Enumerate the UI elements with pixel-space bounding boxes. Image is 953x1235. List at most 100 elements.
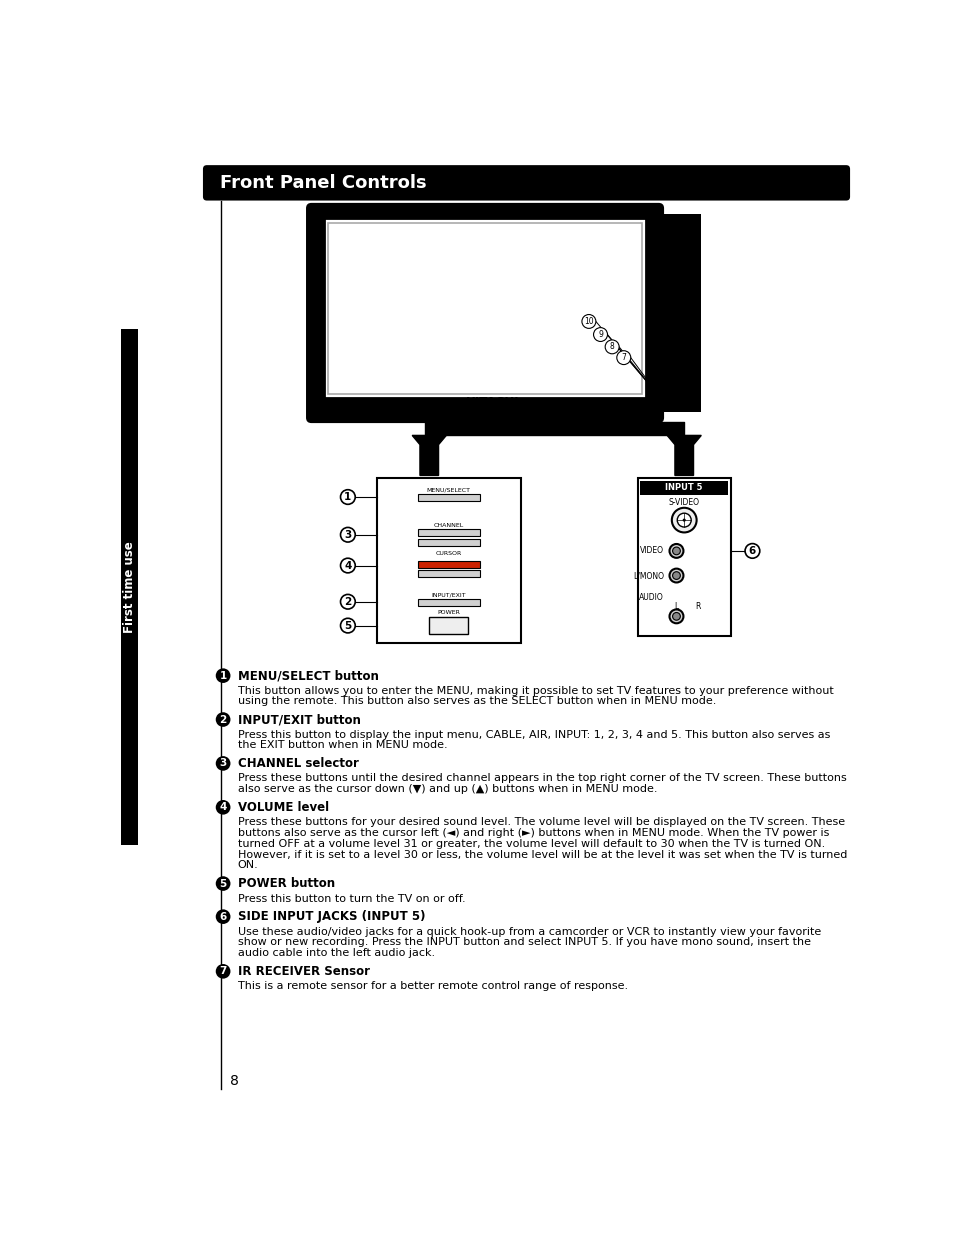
Text: 7: 7 [219,966,227,977]
Circle shape [669,568,682,583]
FancyBboxPatch shape [121,330,137,845]
FancyBboxPatch shape [323,219,645,399]
FancyBboxPatch shape [417,599,479,605]
Text: INPUT/EXIT: INPUT/EXIT [431,593,465,598]
Text: Use these audio/video jacks for a quick hook-up from a camcorder or VCR to insta: Use these audio/video jacks for a quick … [237,926,821,936]
Text: show or new recording. Press the INPUT button and select INPUT 5. If you have mo: show or new recording. Press the INPUT b… [237,937,810,947]
FancyBboxPatch shape [417,538,479,546]
Circle shape [215,713,231,727]
Text: also serve as the cursor down (▼) and up (▲) buttons when in MENU mode.: also serve as the cursor down (▼) and up… [237,784,657,794]
Text: 7: 7 [620,353,625,362]
Circle shape [677,514,691,527]
Text: 60VF820: 60VF820 [327,400,354,405]
Text: 1: 1 [219,671,227,680]
Circle shape [581,315,596,329]
Text: R: R [695,601,700,611]
FancyBboxPatch shape [417,530,479,536]
Text: Press this button to display the input menu, CABLE, AIR, INPUT: 1, 2, 3, 4 and 5: Press this button to display the input m… [237,730,829,740]
Text: 10: 10 [583,317,593,326]
Text: Press these buttons until the desired channel appears in the top right corner of: Press these buttons until the desired ch… [237,773,845,783]
Text: CHANNEL selector: CHANNEL selector [237,757,358,769]
Text: CURSOR: CURSOR [435,551,461,556]
Text: 4: 4 [344,561,352,571]
Text: VOLUME: VOLUME [436,564,461,569]
Circle shape [340,558,355,573]
Text: 8: 8 [609,342,614,352]
Text: 4: 4 [219,803,227,813]
Text: S-VIDEO: S-VIDEO [668,498,699,506]
Text: L: L [674,601,678,611]
Text: This button allows you to enter the MENU, making it possible to set TV features : This button allows you to enter the MENU… [237,685,833,695]
Circle shape [215,877,231,890]
Text: Press this button to turn the TV on or off.: Press this button to turn the TV on or o… [237,894,465,904]
Circle shape [604,340,618,353]
Text: IR RECEIVER Sensor: IR RECEIVER Sensor [237,965,370,978]
Text: SIDE INPUT JACKS (INPUT 5): SIDE INPUT JACKS (INPUT 5) [237,910,425,923]
Text: VIDEO: VIDEO [639,546,663,556]
Circle shape [340,527,355,542]
Circle shape [215,668,231,683]
Circle shape [672,547,679,555]
FancyBboxPatch shape [417,571,479,577]
Circle shape [671,508,696,532]
Text: the EXIT button when in MENU mode.: the EXIT button when in MENU mode. [237,740,447,751]
Text: Press these buttons for your desired sound level. The volume level will be displ: Press these buttons for your desired sou… [237,818,844,827]
Text: This is a remote sensor for a better remote control range of response.: This is a remote sensor for a better rem… [237,982,627,992]
Text: 2: 2 [344,597,351,606]
Text: 9: 9 [598,330,602,340]
FancyBboxPatch shape [417,561,479,568]
Text: 6: 6 [748,546,756,556]
Text: L/MONO: L/MONO [633,571,663,580]
Text: 2: 2 [219,715,227,725]
FancyBboxPatch shape [203,165,849,200]
Text: turned OFF at a volume level 31 or greater, the volume level will default to 30 : turned OFF at a volume level 31 or great… [237,839,824,848]
Text: INPUT 5: INPUT 5 [665,483,702,493]
FancyBboxPatch shape [328,222,641,394]
Circle shape [682,519,685,521]
Polygon shape [412,436,446,475]
Text: HITACHI: HITACHI [465,395,519,409]
Text: INPUT/EXIT button: INPUT/EXIT button [237,713,360,726]
Circle shape [340,490,355,504]
Text: 5: 5 [219,878,227,888]
Text: 5: 5 [344,621,351,631]
Text: First time use: First time use [123,541,135,634]
FancyBboxPatch shape [639,480,728,495]
Text: 1: 1 [344,492,351,501]
Text: buttons also serve as the cursor left (◄) and right (►) buttons when in MENU mod: buttons also serve as the cursor left (◄… [237,829,828,839]
Text: audio cable into the left audio jack.: audio cable into the left audio jack. [237,948,435,958]
FancyBboxPatch shape [417,494,479,501]
Circle shape [215,800,231,815]
Circle shape [215,756,231,771]
Text: POWER button: POWER button [237,877,335,890]
Text: Front Panel Controls: Front Panel Controls [220,174,426,191]
Text: 6: 6 [219,911,227,921]
Text: using the remote. This button also serves as the SELECT button when in MENU mode: using the remote. This button also serve… [237,697,716,706]
Circle shape [669,609,682,624]
Circle shape [669,543,682,558]
Circle shape [744,543,759,558]
Text: ON.: ON. [237,861,258,871]
Text: MENU/SELECT: MENU/SELECT [426,488,470,493]
Text: AUDIO: AUDIO [639,593,663,601]
Text: However, if it is set to a level 30 or less, the volume level will be at the lev: However, if it is set to a level 30 or l… [237,850,846,860]
Circle shape [340,594,355,609]
Polygon shape [666,436,700,475]
Text: MENU/SELECT button: MENU/SELECT button [237,669,378,682]
Circle shape [215,965,231,978]
Circle shape [215,909,231,924]
Text: POWER: POWER [436,610,459,615]
FancyBboxPatch shape [660,215,700,411]
Circle shape [672,613,679,620]
Text: 3: 3 [219,758,227,768]
FancyBboxPatch shape [429,618,468,634]
FancyBboxPatch shape [377,478,520,643]
Text: VOLUME level: VOLUME level [237,800,329,814]
Circle shape [617,351,630,364]
Circle shape [593,327,607,341]
Text: CHANNEL: CHANNEL [433,522,463,529]
Circle shape [672,572,679,579]
Text: 3: 3 [344,530,351,540]
Text: 8: 8 [230,1073,238,1088]
FancyBboxPatch shape [637,478,730,636]
